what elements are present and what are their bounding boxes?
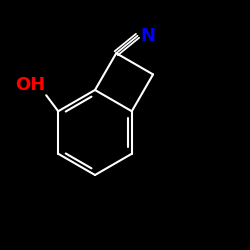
Text: N: N <box>140 27 155 45</box>
Text: OH: OH <box>15 76 45 94</box>
